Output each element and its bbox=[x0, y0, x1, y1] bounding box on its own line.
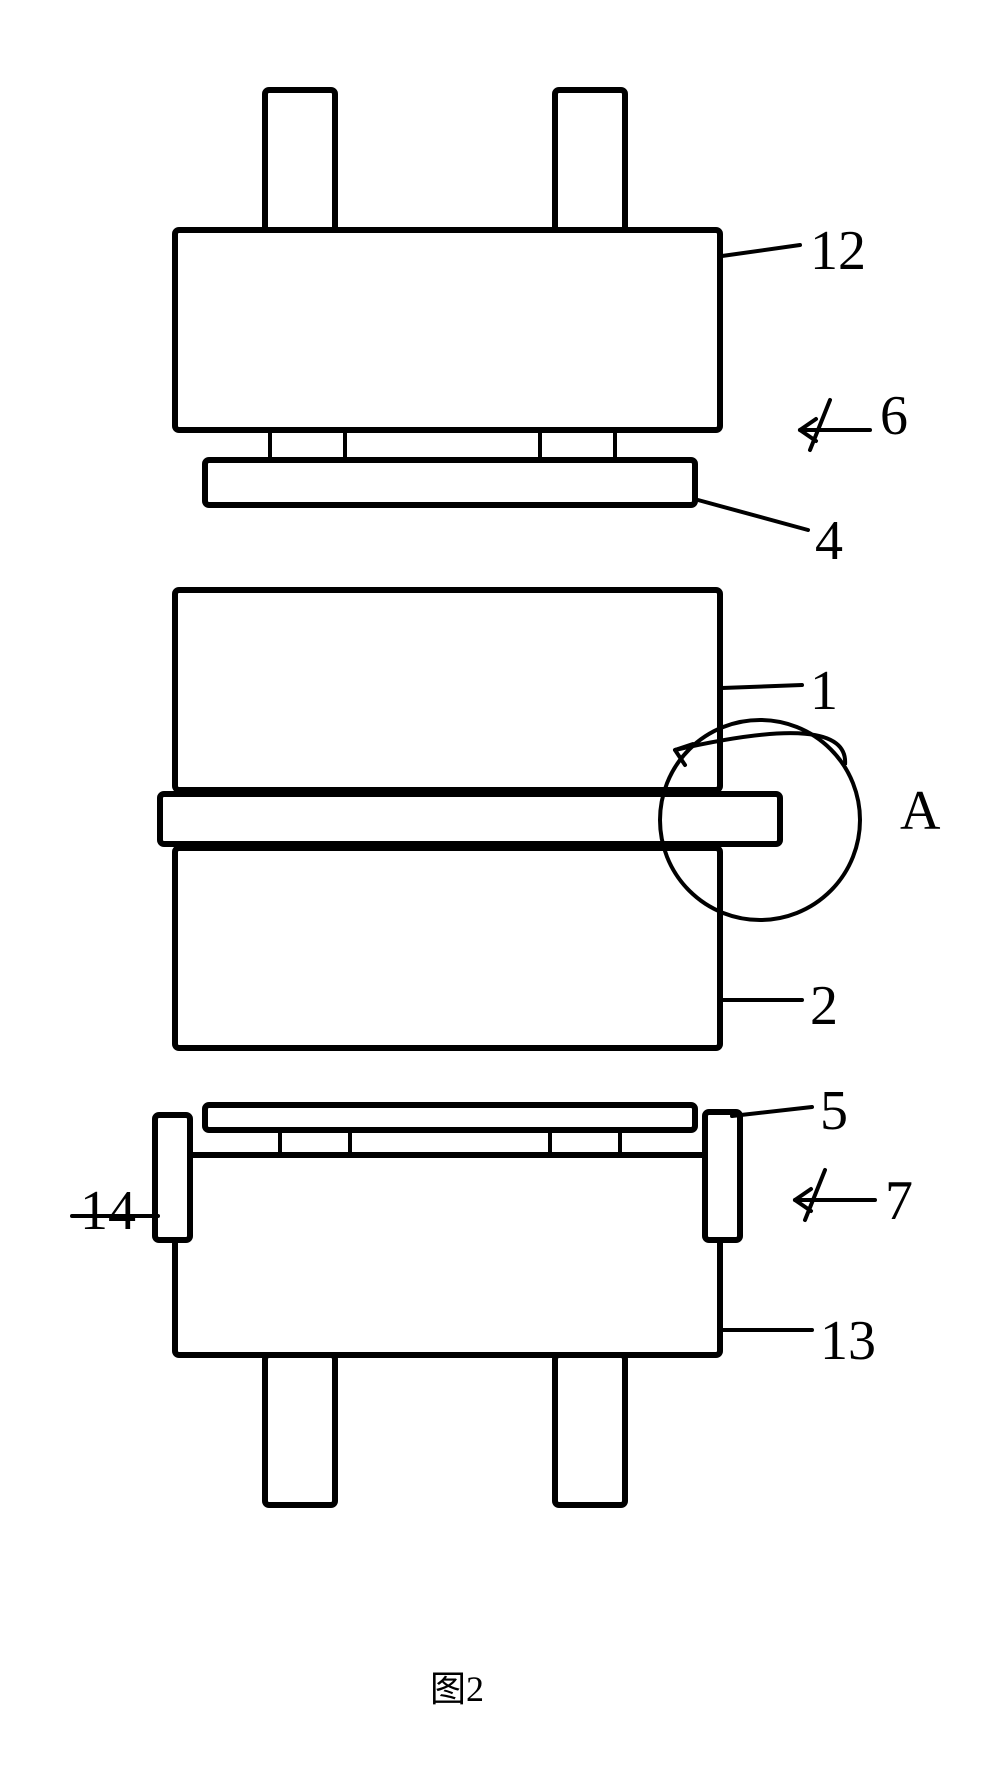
diagram-svg bbox=[50, 30, 957, 1730]
label-4: 4 bbox=[815, 509, 843, 573]
label-2: 2 bbox=[810, 974, 838, 1038]
label-14: 14 bbox=[80, 1179, 136, 1243]
label-6: 6 bbox=[880, 384, 908, 448]
label-A: A bbox=[900, 779, 940, 843]
label-1: 1 bbox=[810, 659, 838, 723]
figure-container: 12 64 1A 2 5 14 7 13 bbox=[50, 30, 957, 1730]
label-5: 5 bbox=[820, 1079, 848, 1143]
label-7: 7 bbox=[885, 1169, 913, 1233]
label-13: 13 bbox=[820, 1309, 876, 1373]
label-12: 12 bbox=[810, 219, 866, 283]
figure-caption: 图2 bbox=[430, 1660, 484, 1712]
